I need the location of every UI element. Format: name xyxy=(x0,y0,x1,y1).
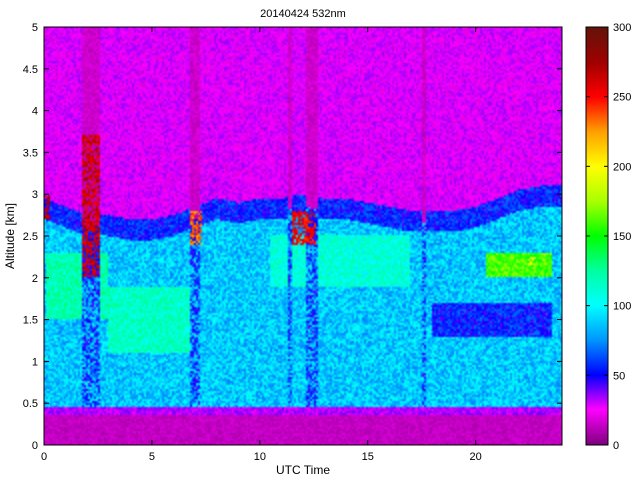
y-axis-title: Altitude [km] xyxy=(3,203,17,269)
x-tick-label: 10 xyxy=(254,451,266,463)
colorbar-tick-label: 250 xyxy=(613,92,631,104)
colorbar-tick-label: 300 xyxy=(613,22,631,34)
y-tick-label: 2 xyxy=(32,273,38,285)
colorbar-tick-label: 100 xyxy=(613,301,631,313)
heatmap-plot-area xyxy=(43,26,563,446)
x-axis: 0 5 10 15 20 xyxy=(41,27,482,463)
y-tick-label: 0 xyxy=(32,440,38,452)
x-tick-label: 0 xyxy=(41,451,47,463)
y-tick-label: 1.5 xyxy=(23,315,38,327)
y-tick-label: 3.5 xyxy=(23,147,38,159)
y-tick-label: 3 xyxy=(32,189,38,201)
colorbar-tick-label: 200 xyxy=(613,161,631,173)
y-axis: 0 0.5 1 1.5 2 2.5 3 3.5 4 4.5 5 xyxy=(23,22,562,452)
colorbar-tick-label: 150 xyxy=(613,231,631,243)
y-tick-label: 5 xyxy=(32,22,38,34)
chart-title: 20140424 532nm xyxy=(260,8,346,20)
y-tick-label: 1 xyxy=(32,356,38,368)
colorbar-tick-label: 50 xyxy=(613,370,625,382)
x-axis-title: UTC Time xyxy=(276,463,330,477)
x-tick-label: 5 xyxy=(149,451,155,463)
x-tick-label: 15 xyxy=(362,451,374,463)
y-tick-label: 4 xyxy=(32,106,38,118)
y-tick-label: 0.5 xyxy=(23,398,38,410)
colorbar-tick-label: 0 xyxy=(613,440,619,452)
colorbar-axis: 0 50 100 150 200 250 300 xyxy=(586,22,631,452)
x-tick-label: 20 xyxy=(470,451,482,463)
y-tick-label: 4.5 xyxy=(23,64,38,76)
y-tick-label: 2.5 xyxy=(23,231,38,243)
colorbar-gradient xyxy=(586,27,608,445)
lidar-backscatter-image xyxy=(44,27,562,445)
